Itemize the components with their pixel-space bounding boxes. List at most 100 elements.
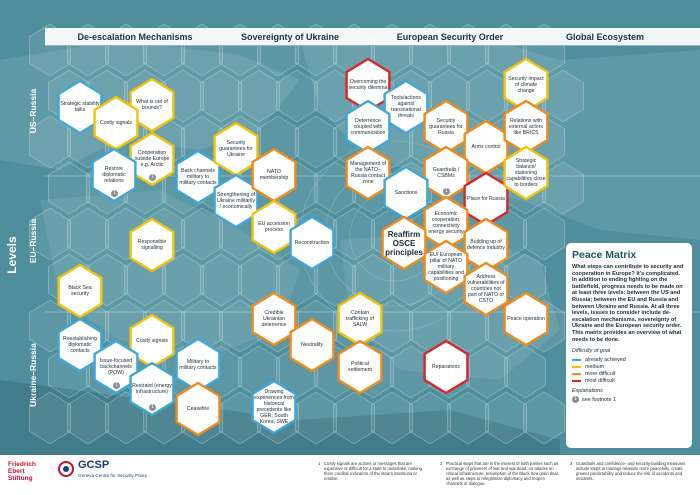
legend-swatch — [572, 358, 581, 361]
hex-nato-membership: NATO membership — [248, 147, 300, 203]
legend-item: more difficult — [572, 370, 686, 377]
explanation-row: 1 see footnote 1 — [572, 396, 686, 404]
hex-relations-brics: Relations with external actors like BRIC… — [500, 99, 552, 155]
hex-outline — [503, 291, 549, 347]
hex-reconstruction: Reconstruction — [286, 215, 338, 271]
hex-shape — [345, 145, 391, 201]
gcsp-name: GCSP — [78, 459, 110, 471]
hex-shape — [381, 215, 427, 271]
hex-shape — [57, 263, 103, 319]
background-hex — [523, 207, 565, 261]
hex-label: Deterrence coupled with communication — [350, 118, 386, 136]
legend-swatch — [572, 372, 581, 375]
background-hex — [200, 253, 242, 307]
fes-logo-line-3: Stiftung — [8, 475, 33, 482]
fes-logo: Friedrich Ebert Stiftung — [8, 461, 42, 487]
hex-shape — [423, 239, 469, 295]
hex-label: Cooperation outside Europe e.g. Arctic — [134, 150, 170, 168]
hex-label: Reestablishing diplomatic contacts — [62, 336, 98, 354]
hex-shape — [423, 339, 469, 395]
hex-label: Security impact of climate change — [508, 76, 544, 94]
row-label-eu-russia-text: EU–Russia — [28, 218, 38, 264]
hex-strategic-balance: Strategic balance/ stationing capabiliti… — [500, 145, 552, 201]
footnote-1-number: 1 — [318, 461, 321, 466]
hex-label: What is out of bounds? — [136, 99, 168, 111]
hex-shape — [129, 361, 175, 417]
hex-reestablishing-diplomatic: Reestablishing diplomatic contacts — [54, 317, 106, 373]
hex-shape — [175, 381, 221, 437]
hex-label: Reconstruction — [294, 240, 330, 246]
column-header-european: European Security Order — [396, 32, 504, 42]
hex-label: Restore diplomatic relations — [102, 166, 126, 184]
footnote-2-text: Practical steps that are in the interest… — [446, 461, 559, 486]
background-hex — [162, 253, 204, 307]
hex-cooperation-arctic: Cooperation outside Europe e.g. Arctic 1 — [126, 131, 178, 187]
footnote-marker-icon: 1 — [443, 188, 450, 195]
legend-title: Difficulty of goal — [572, 348, 611, 355]
hex-shape — [503, 291, 549, 347]
footnote-marker-icon: 1 — [149, 174, 156, 181]
hex-label: Ceasefire — [186, 406, 210, 412]
hex-strategic-stability: Strategic stability talks — [54, 79, 106, 135]
footnote-marker-icon: 1 — [149, 404, 156, 411]
footnote-marker-icon: 1 — [572, 396, 579, 404]
hex-label: Issue-focused backchannels (POW) — [99, 358, 133, 376]
hex-outline — [423, 339, 469, 395]
hex-shape — [129, 131, 175, 187]
hex-label: Relations with external actors like BRIC… — [508, 118, 544, 136]
hex-strengthening-ukraine: Strengthening of Ukraine militarily / ec… — [210, 173, 262, 229]
hex-reparations: Reparations — [420, 339, 472, 395]
background-hex — [29, 391, 71, 445]
legend-label: already achieved — [585, 356, 626, 363]
background-hex — [29, 207, 71, 261]
hex-credible-deterrence: Credible Ukrainian deterrence — [248, 291, 300, 347]
background-hex — [276, 69, 318, 123]
hex-outline — [251, 199, 297, 255]
hex-label: Costly signals — [99, 120, 132, 126]
hex-security-climate: Security impact of climate change — [500, 57, 552, 113]
footnote-1-text: Costly signals are actions or messages t… — [324, 461, 422, 481]
hex-label: Black Sea security — [68, 285, 92, 297]
hex-outline — [57, 263, 103, 319]
hex-outline — [423, 239, 469, 295]
legend-item: medium — [572, 363, 686, 370]
hex-outline — [337, 339, 383, 395]
hex-label: Military to military contacts — [179, 359, 217, 371]
legend-label: medium — [585, 363, 605, 370]
hex-shape — [383, 79, 429, 135]
column-header-global: Global Ecosystem — [565, 32, 645, 42]
hex-outline — [57, 317, 103, 373]
hex-label: Back channels military to military conta… — [179, 168, 217, 186]
levels-axis-title: Levels — [4, 230, 20, 280]
hex-outline — [57, 79, 103, 135]
background-hex — [29, 115, 71, 169]
hex-shape — [129, 217, 175, 273]
hex-shape — [503, 145, 549, 201]
column-header-bar — [45, 28, 700, 46]
background-hex — [48, 161, 90, 215]
hex-label: Credible Ukrainian deterrence — [261, 310, 287, 328]
hex-label: Restraint (energy infrastructure) — [132, 383, 172, 395]
hex-contain-salw: Contain trafficking of SALW — [334, 291, 386, 347]
background-hex — [371, 391, 413, 445]
background-hex — [67, 391, 109, 445]
hex-reaffirm-osce: Reaffirm OSCE principles — [378, 215, 430, 271]
background-hex — [447, 391, 489, 445]
hex-label: Economic cooperation, connectivity energ… — [428, 211, 464, 235]
difficulty-legend: already achieved medium more difficult most… — [572, 356, 686, 384]
hex-shape — [251, 199, 297, 255]
hex-outline — [463, 261, 509, 317]
footnote-3-text: Guardrails and confidence- and security-… — [576, 461, 686, 481]
hex-outline — [129, 131, 175, 187]
hex-shape — [57, 79, 103, 135]
column-header-deescalation: De-escalation Mechanisms — [77, 32, 193, 42]
hex-label: Overcoming the security dilemma — [348, 79, 388, 91]
hex-responsible-signalling: Responsible signalling — [126, 217, 178, 273]
hex-label: Political settlement — [348, 361, 372, 373]
hex-outline — [251, 291, 297, 347]
hex-outline — [289, 317, 335, 373]
hex-management-contact-zone: Management of the NATO–Russia contact zo… — [342, 145, 394, 201]
background-hex — [504, 345, 546, 399]
row-label-ukraine-russia-text: Ukraine–Russia — [28, 343, 38, 407]
hex-label: Management of the NATO–Russia contact zo… — [349, 161, 387, 185]
